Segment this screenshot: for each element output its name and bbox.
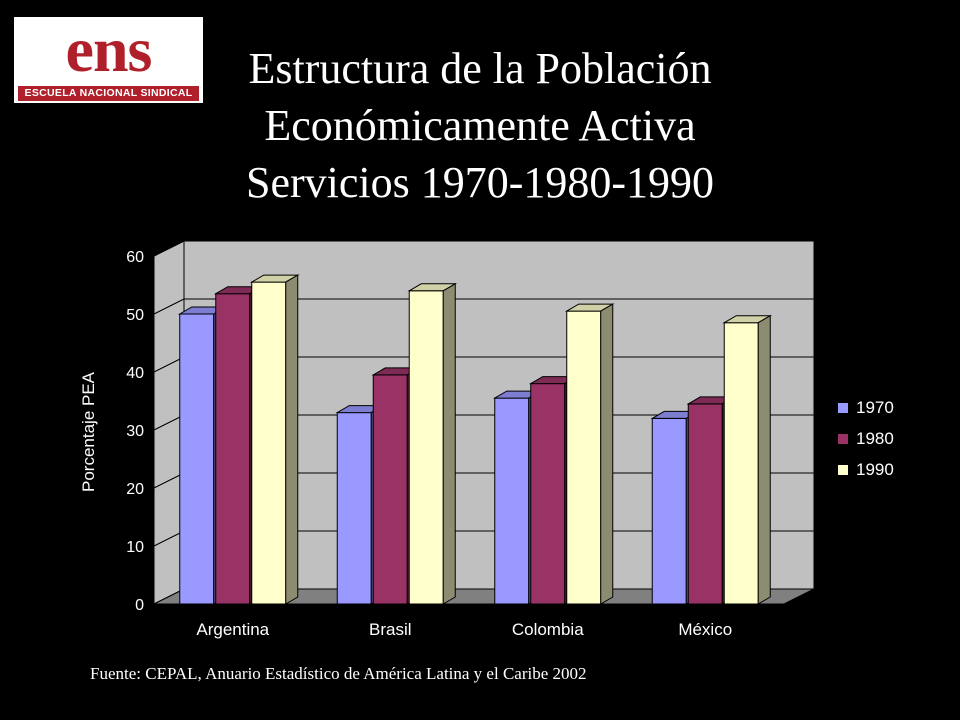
logo-mark: ens: [65, 17, 153, 85]
bar-side: [757, 314, 771, 605]
title-line-3: Servicios 1970-1980-1990: [245, 158, 715, 207]
bar-front: [408, 290, 444, 605]
ens-logo: ens ESCUELA NACIONAL SINDICAL: [14, 17, 203, 103]
bar-side: [442, 282, 456, 605]
gridline-side: [153, 530, 185, 547]
bar-argentina-1990: [249, 274, 300, 605]
gridline-side: [153, 472, 185, 489]
gridline-side: [153, 356, 185, 373]
bar-front: [530, 383, 566, 605]
title-line-1: Estructura de la Población: [248, 44, 712, 93]
bar-colombia-1990: [564, 303, 615, 605]
bar-front: [372, 374, 408, 605]
title-line-2: Económicamente Activa: [264, 101, 696, 150]
bar-front: [687, 403, 723, 605]
bar-front: [651, 417, 687, 605]
bar-front: [494, 397, 530, 605]
legend: 1970 1980 1990: [838, 398, 894, 479]
bar-side: [285, 274, 299, 605]
bar-brasil-1990: [407, 282, 458, 605]
bar-front: [566, 310, 602, 605]
logo-band: ESCUELA NACIONAL SINDICAL: [18, 86, 199, 101]
y-axis-ticks: 0 10 20 30 40 50 60: [126, 249, 144, 614]
y-tick-label: 0: [135, 597, 144, 614]
legend-label: 1990: [856, 460, 894, 479]
legend-swatch: [838, 403, 848, 413]
legend-swatch: [838, 434, 848, 444]
x-tick-label: Argentina: [196, 620, 269, 639]
gridline-side: [153, 240, 185, 257]
bar-front: [336, 412, 372, 605]
bar-front: [179, 313, 215, 605]
gridline-side: [153, 414, 185, 431]
bar-side: [600, 303, 614, 605]
bar-front: [215, 293, 251, 605]
gridline-side: [153, 298, 185, 315]
y-tick-label: 30: [126, 423, 144, 440]
bars: [177, 274, 773, 605]
x-tick-label: Brasil: [369, 620, 412, 639]
x-tick-label: Colombia: [512, 620, 584, 639]
legend-label: 1970: [856, 398, 894, 417]
y-tick-label: 60: [126, 249, 144, 266]
y-axis-label: Porcentaje PEA: [79, 371, 98, 492]
x-axis-ticks: Argentina Brasil Colombia México: [196, 620, 732, 639]
y-tick-label: 20: [126, 481, 144, 498]
legend-swatch: [838, 465, 848, 475]
y-tick-label: 50: [126, 307, 144, 324]
source-note: Fuente: CEPAL, Anuario Estadístico de Am…: [90, 664, 587, 683]
legend-label: 1980: [856, 429, 894, 448]
x-tick-label: México: [678, 620, 732, 639]
page-title: Estructura de la Población Económicament…: [200, 40, 760, 211]
y-tick-label: 10: [126, 539, 144, 556]
bar-méxico-1990: [722, 314, 773, 605]
bar-front: [723, 322, 759, 605]
bar-front: [251, 281, 287, 605]
y-tick-label: 40: [126, 365, 144, 382]
